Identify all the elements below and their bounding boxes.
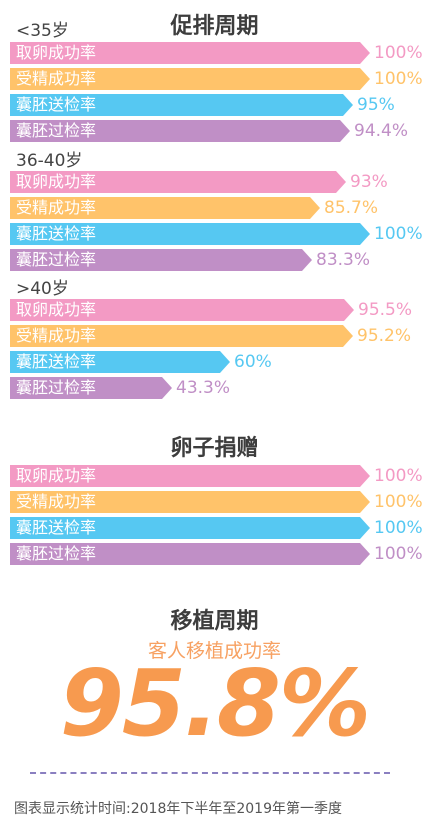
bar-label: 受精成功率	[16, 69, 97, 88]
age-group-label: 36-40岁	[16, 151, 83, 171]
bar-arrow-tip	[360, 491, 370, 513]
bar-row: 取卵成功率 100%	[10, 42, 429, 64]
bar-arrow-tip	[162, 377, 172, 399]
bar-body	[10, 171, 336, 193]
bar-arrow-tip	[360, 465, 370, 487]
bar-body	[10, 68, 360, 90]
bar-row: 囊胚过检率 100%	[10, 543, 429, 565]
bar-row: 取卵成功率 100%	[10, 465, 429, 487]
bar-body	[10, 249, 302, 271]
bar-body	[10, 299, 344, 321]
bar-row: 取卵成功率 95.5%	[10, 299, 429, 321]
bar-row: 受精成功率 85.7%	[10, 197, 429, 219]
bar-label: 囊胚过检率	[16, 250, 97, 269]
bar-value-label: 100%	[374, 544, 423, 564]
bar-label: 囊胚过检率	[16, 544, 97, 563]
bar-value-label: 100%	[374, 466, 423, 486]
bar-arrow-tip	[310, 197, 320, 219]
bar-arrow-tip	[343, 94, 353, 116]
bar-label: 取卵成功率	[16, 43, 97, 62]
bar-label: 囊胚送检率	[16, 224, 97, 243]
bar-body	[10, 120, 340, 142]
bar-arrow-tip	[360, 68, 370, 90]
age-group-label: <35岁	[16, 21, 69, 41]
bar-row: 囊胚过检率 83.3%	[10, 249, 429, 271]
bar-row: 囊胚过检率 43.3%	[10, 377, 429, 399]
bar-body	[10, 491, 360, 513]
bar-value-label: 95%	[357, 95, 395, 115]
bar-body	[10, 377, 162, 399]
bar-label: 受精成功率	[16, 198, 97, 217]
bar-body	[10, 42, 360, 64]
bar-arrow-tip	[220, 351, 230, 373]
bar-arrow-tip	[344, 299, 354, 321]
bar-value-label: 95.2%	[357, 326, 412, 346]
bar-arrow-tip	[343, 325, 353, 347]
bar-label: 囊胚送检率	[16, 352, 97, 371]
bar-body	[10, 325, 343, 347]
bar-row: 囊胚送检率 60%	[10, 351, 429, 373]
bar-label: 取卵成功率	[16, 466, 97, 485]
dashed-divider	[30, 772, 390, 774]
age-group-label: >40岁	[16, 279, 69, 299]
bar-body	[10, 543, 360, 565]
bar-arrow-tip	[336, 171, 346, 193]
transfer-success-rate: 95.8%	[59, 650, 371, 757]
bar-value-label: 100%	[374, 69, 423, 89]
bar-value-label: 60%	[234, 352, 272, 372]
stimulation-cycle-title: 促排周期	[170, 14, 259, 39]
bar-row: 囊胚送检率 95%	[10, 94, 429, 116]
bar-row: 囊胚送检率 100%	[10, 517, 429, 539]
bar-label: 囊胚送检率	[16, 518, 97, 537]
egg-donation-title: 卵子捐赠	[170, 436, 259, 461]
bar-arrow-tip	[360, 543, 370, 565]
bar-arrow-tip	[302, 249, 312, 271]
bar-value-label: 100%	[374, 492, 423, 512]
transfer-cycle-title: 移植周期	[170, 609, 259, 634]
bar-body	[10, 197, 310, 219]
bar-label: 取卵成功率	[16, 300, 97, 319]
bar-value-label: 95.5%	[358, 300, 413, 320]
bar-arrow-tip	[360, 517, 370, 539]
bar-value-label: 43.3%	[176, 378, 231, 398]
bar-body	[10, 223, 360, 245]
bar-value-label: 94.4%	[354, 121, 409, 141]
bar-value-label: 100%	[374, 518, 423, 538]
bar-arrow-tip	[360, 42, 370, 64]
bar-body	[10, 465, 360, 487]
bar-value-label: 100%	[374, 224, 423, 244]
bar-label: 取卵成功率	[16, 172, 97, 191]
bar-row: 取卵成功率 93%	[10, 171, 429, 193]
bar-label: 囊胚过检率	[16, 378, 97, 397]
bar-label: 囊胚送检率	[16, 95, 97, 114]
bar-row: 受精成功率 95.2%	[10, 325, 429, 347]
bar-value-label: 93%	[350, 172, 388, 192]
bar-label: 受精成功率	[16, 492, 97, 511]
bar-row: 受精成功率 100%	[10, 491, 429, 513]
bar-row: 受精成功率 100%	[10, 68, 429, 90]
bar-body	[10, 94, 343, 116]
bar-body	[10, 517, 360, 539]
bar-label: 囊胚过检率	[16, 121, 97, 140]
statistics-period-note: 图表显示统计时间:2018年下半年至2019年第一季度	[14, 801, 342, 817]
bar-arrow-tip	[360, 223, 370, 245]
bar-value-label: 85.7%	[324, 198, 379, 218]
bar-arrow-tip	[340, 120, 350, 142]
bar-row: 囊胚送检率 100%	[10, 223, 429, 245]
transfer-success-subtitle: 客人移植成功率	[147, 640, 281, 662]
bar-body	[10, 351, 220, 373]
bar-value-label: 83.3%	[316, 250, 371, 270]
bar-row: 囊胚过检率 94.4%	[10, 120, 429, 142]
bar-label: 受精成功率	[16, 326, 97, 345]
bar-value-label: 100%	[374, 43, 423, 63]
